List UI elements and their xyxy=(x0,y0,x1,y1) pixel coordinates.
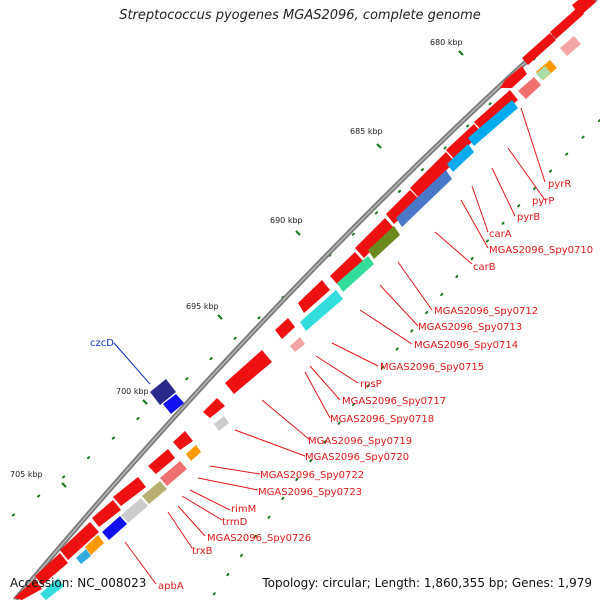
gene-label-rimM: rimM xyxy=(231,504,256,515)
genome-stats-text: Topology: circular; Length: 1,860,355 bp… xyxy=(262,576,592,590)
gene-label-pyrB: pyrB xyxy=(517,212,540,223)
gene-label-spy0726: MGAS2096_Spy0726 xyxy=(207,533,311,544)
forward-strand-genes[interactable] xyxy=(14,0,596,600)
gene-label-spy0722: MGAS2096_Spy0722 xyxy=(260,470,364,481)
gene-arrow xyxy=(60,522,99,560)
gene-label-trmD: trmD xyxy=(222,517,248,528)
ruler-tick-label: 690 kbp xyxy=(270,216,303,225)
gene-arrow xyxy=(35,553,68,585)
ruler-tick-label: 680 kbp xyxy=(430,38,463,47)
gene-arrow xyxy=(410,152,455,197)
gene-arrow xyxy=(330,252,364,285)
gene-label-carB: carB xyxy=(473,262,496,273)
gene-labels[interactable]: pyrR pyrP pyrB carA MGAS2096_Spy0710 car… xyxy=(90,179,593,592)
label-leader-lines xyxy=(124,107,546,585)
gene-arrow xyxy=(113,477,146,506)
gene-label-carA: carA xyxy=(489,229,512,240)
gene-label-spy0713: MGAS2096_Spy0713 xyxy=(418,322,522,333)
gene-label-trxB: trxB xyxy=(192,546,213,557)
gene-label-spy0723: MGAS2096_Spy0723 xyxy=(258,487,362,498)
genome-title: Streptococcus pyogenes MGAS2096, complet… xyxy=(119,8,481,23)
gene-label-apbA: apbA xyxy=(158,581,184,592)
ruler-tick-label: 700 kbp xyxy=(116,387,149,396)
gene-arrow xyxy=(148,449,175,474)
gene-label-pyrP: pyrP xyxy=(532,196,554,207)
cog-track xyxy=(40,36,581,600)
gene-arrow xyxy=(522,33,556,65)
accession-text: Accession: NC_008023 xyxy=(10,576,147,590)
gene-arrow xyxy=(173,431,193,450)
gene-arrow xyxy=(275,318,295,339)
gene-label-spy0718: MGAS2096_Spy0718 xyxy=(330,414,434,425)
gene-arrow xyxy=(446,124,482,159)
ruler-tick-label: 685 kbp xyxy=(350,127,383,136)
gene-arrow xyxy=(474,90,518,131)
gene-arrow xyxy=(14,579,42,600)
gene-arrow xyxy=(386,190,420,224)
gene-arrow xyxy=(150,379,176,405)
gene-arrow xyxy=(203,398,225,418)
gene-label-spy0712: MGAS2096_Spy0712 xyxy=(434,306,538,317)
ruler-tick-label: 705 kbp xyxy=(10,470,43,479)
ruler-tick-labels: 680 kbp 685 kbp 690 kbp 695 kbp 700 kbp … xyxy=(10,38,463,479)
gene-arrow xyxy=(355,218,394,258)
gene-label-spy0719: MGAS2096_Spy0719 xyxy=(308,436,412,447)
ruler-tick-marks xyxy=(61,50,464,488)
gene-label-pyrR: pyrR xyxy=(548,179,571,190)
gene-arrow xyxy=(298,280,330,313)
ruler-tick-label: 695 kbp xyxy=(186,302,219,311)
gene-arrow xyxy=(225,350,272,394)
gene-arrow xyxy=(550,7,584,39)
reverse-strand-genes[interactable] xyxy=(150,379,184,414)
gene-label-czcD: czcD xyxy=(90,338,114,349)
gene-label-rpsP: rpsP xyxy=(360,379,382,390)
gene-label-spy0714: MGAS2096_Spy0714 xyxy=(414,340,518,351)
gene-arrow xyxy=(92,500,121,527)
gene-label-spy0720: MGAS2096_Spy0720 xyxy=(305,452,409,463)
gene-arrow xyxy=(163,394,184,414)
gene-label-spy0715: MGAS2096_Spy0715 xyxy=(380,362,484,373)
gene-label-spy0717: MGAS2096_Spy0717 xyxy=(342,396,446,407)
gene-label-spy0710: MGAS2096_Spy0710 xyxy=(489,245,593,256)
label-leader-line-blue xyxy=(113,342,151,385)
gene-arrow xyxy=(500,66,527,88)
